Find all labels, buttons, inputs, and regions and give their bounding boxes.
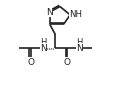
Text: O: O (28, 58, 35, 67)
Text: N: N (40, 44, 47, 53)
Text: O: O (64, 58, 71, 67)
Text: H: H (76, 38, 83, 47)
Text: N: N (76, 44, 83, 53)
Text: H: H (40, 38, 47, 47)
Text: NH: NH (69, 10, 82, 19)
Text: N: N (46, 8, 53, 17)
